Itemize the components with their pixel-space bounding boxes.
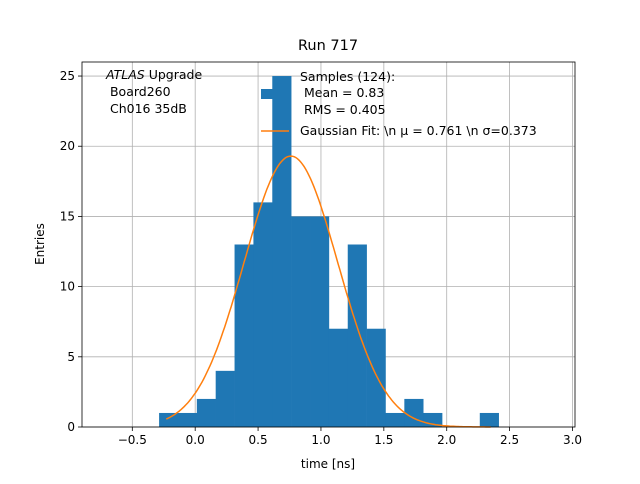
x-tick-label: 1.5 [374,433,393,447]
histogram-bar [404,398,424,427]
svg-text:ATLAS Upgrade: ATLAS Upgrade [105,67,202,82]
histogram-bar [291,216,311,427]
histogram-bar [310,216,330,427]
y-tick-label: 0 [67,420,75,434]
bars [159,76,499,428]
annotation-line: Upgrade [145,67,203,82]
ticks: −0.5 0.0 0.5 1.0 1.5 2.0 2.5 3.0 0 5 10 15 20 25 [60,69,582,447]
legend: Samples (124): Mean = 0.83 RMS = 0.405 G… [261,69,537,138]
histogram-bar [347,244,367,427]
annotation-line: Ch016 35dB [106,101,187,116]
histogram-bar [196,398,216,427]
grid [82,62,575,428]
y-tick-label: 5 [67,350,75,364]
histogram-bar [272,76,292,428]
histogram-bar [253,202,273,427]
annotation: ATLAS Upgrade Board260 Ch016 35dB [105,67,202,116]
histogram-bar [159,412,179,427]
y-tick-label: 25 [60,69,75,83]
histogram-bar [328,328,349,427]
histogram-bar [366,328,386,427]
y-tick-label: 20 [60,139,75,153]
histogram-bar [479,412,499,427]
x-tick-label: 0.0 [186,433,205,447]
histogram-bar [234,244,254,427]
x-tick-label: 3.0 [563,433,582,447]
legend-hist-patch [261,89,289,99]
gaussian-fit-line [165,155,491,428]
x-tick-label: −0.5 [118,433,147,447]
annotation-italic: ATLAS [105,67,145,82]
chart-title: Run 717 [298,38,358,54]
axes-frame [81,61,576,428]
y-axis-label: Entries [33,223,47,265]
histogram-bar [177,412,198,427]
x-axis-label: time [ns] [301,457,355,471]
x-tick-label: 1.0 [311,433,330,447]
histogram-bar [215,370,235,427]
histogram-bar [385,412,405,427]
legend-hist-label: RMS = 0.405 [300,102,386,117]
y-tick-label: 15 [60,209,75,223]
y-tick-label: 10 [60,280,75,294]
legend-fit-label: Gaussian Fit: \n μ = 0.761 \n σ=0.373 [300,123,537,138]
x-tick-label: 2.0 [437,433,456,447]
x-tick-label: 2.5 [500,433,519,447]
legend-hist-label: Samples (124): [300,69,395,84]
x-tick-label: 0.5 [249,433,268,447]
legend-hist-label: Mean = 0.83 [300,85,384,100]
annotation-line: Board260 [106,84,171,99]
